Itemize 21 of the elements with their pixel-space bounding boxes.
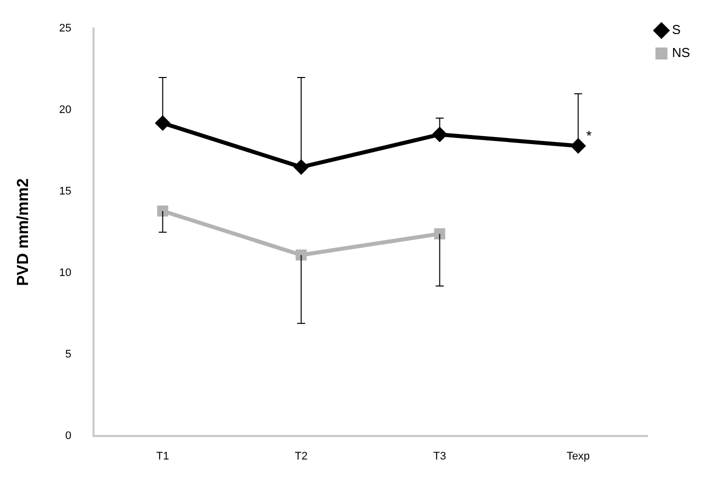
point <box>296 249 307 261</box>
y-tick-label: 0 <box>65 430 72 442</box>
x-tick-label: T2 <box>294 450 308 462</box>
x-tick-label: Texp <box>566 450 590 462</box>
point <box>294 160 308 174</box>
legend-label: S <box>672 22 681 38</box>
x-tick-label: T1 <box>156 450 170 462</box>
point <box>432 127 447 142</box>
y-tick-label: 10 <box>59 266 72 279</box>
point <box>156 116 170 130</box>
y-tick-label: 20 <box>59 104 72 116</box>
y-tick-label: 15 <box>59 186 72 198</box>
point <box>571 138 586 153</box>
y-tick-label: 5 <box>65 348 72 360</box>
x-tick-label: T3 <box>433 450 446 462</box>
y-tick-label: 25 <box>59 22 72 35</box>
annotation: * <box>586 128 592 144</box>
y-axis-title: PVD mm/mm2 <box>15 178 32 286</box>
legend-label: NS <box>672 45 690 60</box>
point <box>157 205 168 217</box>
point <box>434 228 446 240</box>
